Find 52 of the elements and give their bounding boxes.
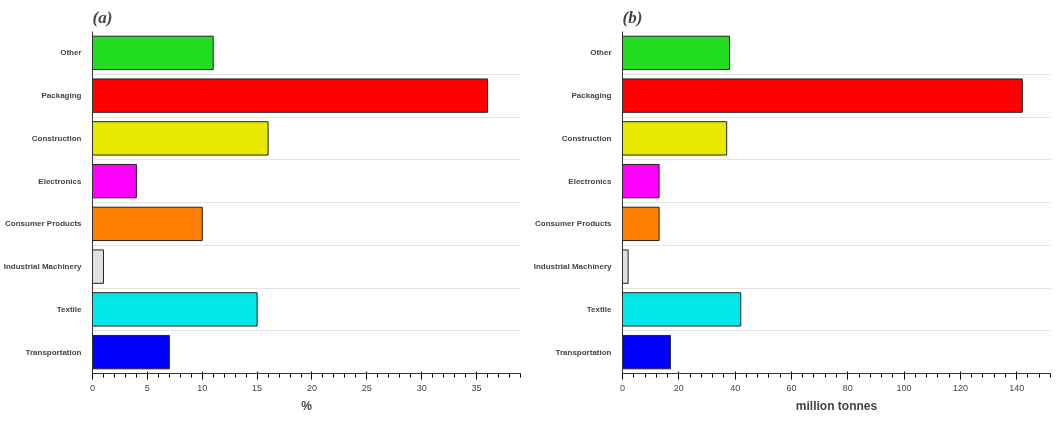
y-tick-label: Packaging (41, 91, 82, 101)
x-tick-label: 20 (306, 382, 317, 393)
bar (622, 206, 660, 242)
y-tick-label: Electronics (568, 176, 613, 186)
bar (622, 292, 742, 327)
x-tick-label: 140 (1009, 382, 1025, 393)
bar (92, 121, 269, 156)
bar (622, 121, 728, 156)
bar (92, 206, 203, 242)
bar (92, 249, 104, 284)
x-tick-label: 40 (730, 382, 741, 393)
y-tick-label: Industrial Machinery (3, 262, 83, 272)
x-tick-label: 100 (896, 382, 912, 393)
bar (92, 35, 214, 71)
y-tick-label: Textile (586, 304, 613, 314)
bar (622, 78, 1023, 113)
x-tick-label: 20 (673, 382, 684, 393)
y-tick-label: Industrial Machinery (533, 262, 613, 272)
y-tick-label: Transportation (25, 347, 82, 357)
x-tick-label: 10 (197, 382, 208, 393)
bar (622, 35, 730, 71)
y-tick-label: Construction (561, 133, 612, 143)
bar (622, 249, 629, 284)
x-tick-label: 0 (620, 382, 626, 393)
x-tick-label: 15 (252, 382, 263, 393)
y-tick-label: Construction (31, 133, 82, 143)
chart-title: (a) (92, 7, 113, 27)
x-axis-title: million tonnes (795, 398, 878, 413)
bar (92, 334, 170, 370)
y-tick-label: Consumer Products (5, 219, 83, 229)
y-tick-label: Consumer Products (535, 219, 613, 229)
x-tick-label: 120 (952, 382, 968, 393)
x-tick-label: 30 (416, 382, 427, 393)
y-tick-label: Other (60, 48, 82, 58)
bar (622, 334, 671, 370)
bar (92, 78, 489, 113)
y-tick-label: Packaging (571, 91, 612, 101)
y-tick-label: Transportation (555, 347, 612, 357)
chart-title: (b) (622, 7, 643, 27)
x-tick-label: 80 (842, 382, 853, 393)
bar (92, 163, 137, 199)
y-tick-label: Textile (56, 304, 83, 314)
y-tick-label: Other (590, 48, 612, 58)
x-tick-label: 25 (361, 382, 372, 393)
x-tick-label: 5 (144, 382, 150, 393)
y-tick-label: Electronics (38, 176, 83, 186)
x-tick-label: 60 (786, 382, 797, 393)
x-tick-label: 0 (90, 382, 96, 393)
x-axis-title: % (301, 398, 313, 413)
x-tick-label: 35 (471, 382, 482, 393)
bar (622, 163, 660, 199)
bar (92, 292, 258, 327)
